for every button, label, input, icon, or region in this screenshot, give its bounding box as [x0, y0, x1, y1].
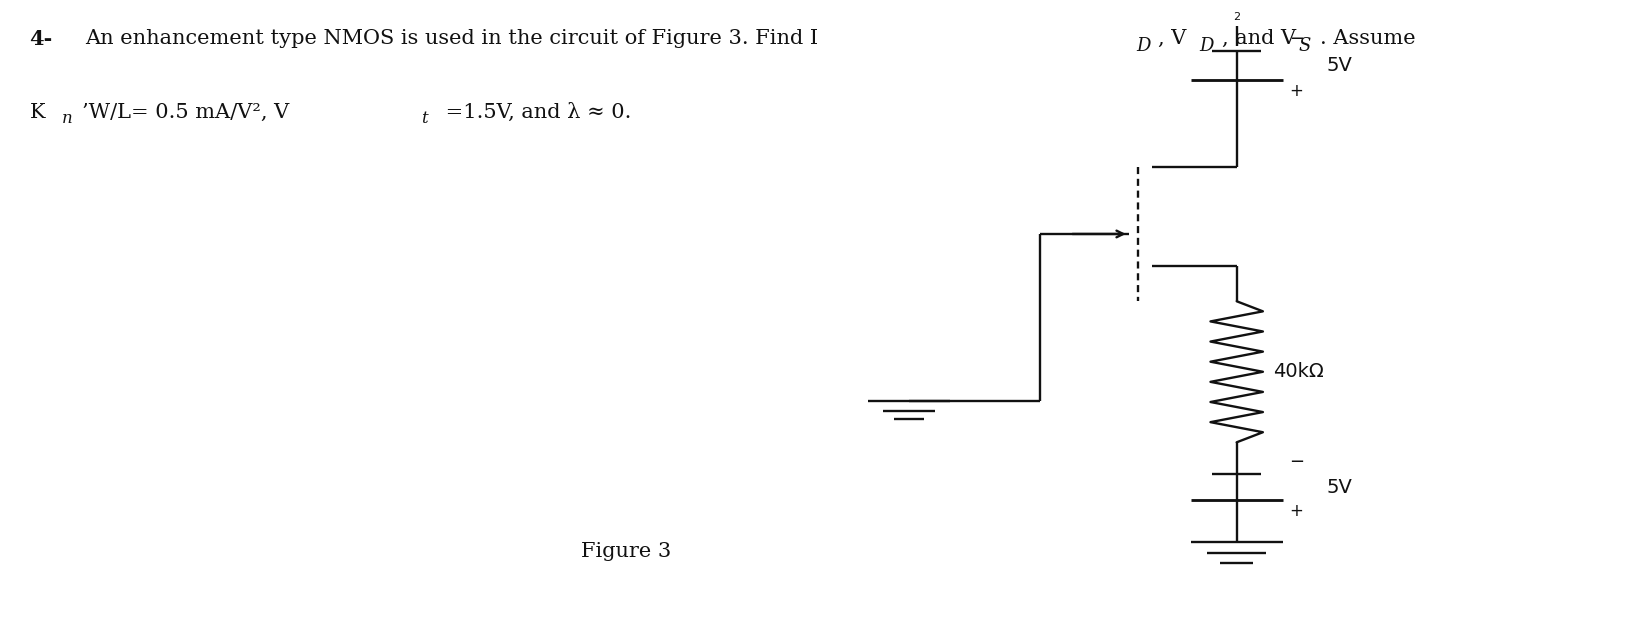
Text: . Assume: . Assume — [1320, 29, 1415, 48]
Text: n: n — [62, 110, 74, 128]
Text: D: D — [1137, 37, 1150, 55]
Text: −: − — [1289, 30, 1304, 48]
Text: , V: , V — [1158, 29, 1186, 48]
Text: An enhancement type NMOS is used in the circuit of Figure 3. Find I: An enhancement type NMOS is used in the … — [85, 29, 819, 48]
Text: S: S — [1299, 37, 1312, 55]
Text: 5V: 5V — [1327, 56, 1353, 75]
Text: Figure 3: Figure 3 — [581, 542, 672, 561]
Text: ’W/L= 0.5 mA/V², V: ’W/L= 0.5 mA/V², V — [82, 103, 290, 122]
Text: D: D — [1199, 37, 1214, 55]
Text: , and V: , and V — [1222, 29, 1296, 48]
Text: 4-: 4- — [29, 29, 52, 49]
Text: 40kΩ: 40kΩ — [1273, 362, 1324, 381]
Text: t: t — [421, 110, 428, 128]
Text: K: K — [29, 103, 44, 122]
Text: =1.5V, and λ ≈ 0.: =1.5V, and λ ≈ 0. — [439, 103, 631, 122]
Text: 2: 2 — [1233, 12, 1240, 22]
Text: 5V: 5V — [1327, 478, 1353, 497]
Text: +: + — [1289, 502, 1302, 520]
Text: +: + — [1289, 82, 1302, 100]
Text: −: − — [1289, 453, 1304, 471]
